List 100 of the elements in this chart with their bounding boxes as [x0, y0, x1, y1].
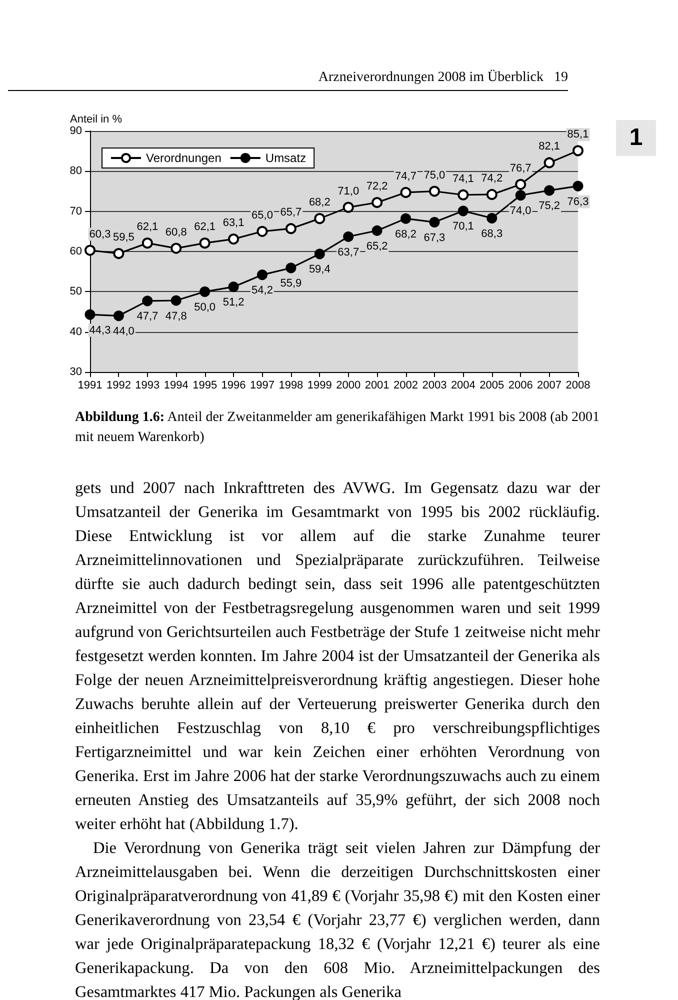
y-tick-label: 40 [70, 326, 82, 338]
x-tick-label: 2000 [336, 380, 361, 392]
point [142, 238, 153, 249]
point [285, 223, 296, 234]
point [170, 295, 182, 306]
text: Arzneiverordnungen 2008 im Überblick 19 [8, 70, 568, 91]
y-axis-title: Anteil in % [70, 114, 122, 126]
point [400, 213, 412, 224]
point [400, 186, 412, 198]
x-tick-label: 2007 [537, 380, 562, 392]
data-label: 65,0 [252, 209, 273, 222]
y-tick-label: 80 [70, 165, 82, 178]
x-tick-label: 1993 [135, 380, 160, 392]
data-label: 63,1 [222, 217, 244, 230]
data-label: 68,2 [395, 228, 416, 240]
data-label: 62,1 [136, 221, 158, 234]
data-label: 50,0 [194, 301, 216, 314]
x-tick-label: 2001 [364, 380, 390, 392]
x-tick-label: 1999 [307, 380, 332, 392]
point [486, 212, 498, 224]
point [142, 296, 153, 306]
point [343, 231, 354, 242]
data-label: 51,2 [222, 296, 244, 309]
data-label: 44,0 [112, 326, 134, 338]
point [286, 262, 296, 274]
data-label: 65,7 [280, 206, 302, 219]
data-label: 85,1 [567, 128, 589, 141]
point [113, 248, 124, 260]
data-label: 55,9 [280, 278, 302, 290]
point [314, 213, 326, 224]
data-label: 68,2 [308, 196, 330, 209]
point [486, 188, 498, 200]
point [228, 234, 240, 245]
data-label: 74,2 [481, 172, 503, 184]
point [113, 310, 124, 322]
point [458, 206, 468, 216]
legend-label: Umsatz [265, 151, 306, 165]
point [84, 244, 96, 256]
x-tick-label: 2004 [450, 380, 476, 392]
data-label: 67,3 [424, 232, 446, 244]
x-tick-label: 1992 [106, 380, 131, 392]
point [200, 286, 210, 297]
x-tick-label: 1994 [164, 380, 188, 392]
y-tick-label: 70 [70, 205, 82, 218]
data-label: 75,2 [538, 200, 560, 212]
data-label: 65,2 [366, 240, 388, 252]
point [342, 202, 354, 213]
point [314, 248, 325, 260]
data-label: 74,0 [510, 205, 532, 218]
data-label: 71,0 [338, 185, 360, 198]
data-label: 76,7 [510, 162, 532, 174]
y-tick-label: 90 [70, 125, 82, 137]
point [544, 157, 555, 168]
point [199, 238, 210, 249]
data-label: 62,1 [194, 221, 216, 234]
y-tick-label: 50 [70, 286, 82, 298]
x-tick-label: 1997 [250, 380, 274, 392]
x-tick-label: 1998 [278, 380, 304, 392]
data-label: 47,7 [136, 310, 158, 323]
y-tick-label: 60 [70, 246, 82, 258]
data-label: 60,3 [89, 228, 111, 240]
data-label: 70,1 [452, 220, 474, 233]
point [256, 270, 268, 280]
point [372, 225, 382, 236]
point [170, 242, 182, 254]
data-label: 75,0 [424, 169, 446, 182]
data-label: 47,8 [165, 310, 187, 322]
point [428, 186, 440, 197]
x-tick-label: 2005 [480, 380, 504, 392]
data-label: 74,7 [395, 170, 416, 182]
legend-label: Verordnungen [146, 151, 222, 165]
x-tick-label: 1996 [221, 380, 246, 392]
point [458, 189, 469, 200]
data-label: 44,3 [89, 324, 111, 336]
data-label: 72,2 [366, 180, 388, 192]
data-label: 68,3 [481, 228, 503, 240]
x-tick-label: 2008 [566, 380, 590, 392]
point [572, 145, 584, 156]
x-tick-label: 1991 [78, 380, 102, 392]
data-label: 59,4 [308, 264, 330, 276]
x-tick-label: 2002 [394, 380, 418, 392]
point [228, 282, 239, 292]
x-tick-label: 2006 [508, 380, 533, 392]
x-tick-label: 1995 [192, 380, 218, 392]
data-label: 63,7 [338, 246, 360, 258]
data-label: 74,1 [452, 172, 474, 185]
point [372, 197, 383, 208]
point [572, 180, 584, 192]
data-label: 76,3 [567, 196, 589, 208]
text: 1 [616, 120, 656, 156]
point [515, 178, 526, 190]
x-tick-label: 2003 [422, 380, 447, 392]
point [429, 216, 440, 228]
point [544, 185, 555, 196]
point [84, 309, 96, 320]
data-label: 54,2 [252, 284, 273, 297]
point [515, 190, 526, 201]
y-tick-label: 30 [70, 366, 82, 378]
point [256, 226, 268, 237]
text: gets und 2007 nach Inkrafttreten des AVWG. Im Gegensatz dazu war der Umsatzanteil der Generika im Gesamtmarkt von 1995 bis 2002 rückläufig. Diese Entwicklung ist vor allem auf die starke Zunahme teurer Arzneimittelinnovationen und Spezialpräparate zurückzuführen. Teilweise dürfte sie auch dadurch bedingt sein, dass seit 1996 alle patentgeschützten Arzneimittel von der Festbetragsregelung ausgenommen waren und seit 1999 aufgrund von Gerichtsurteilen auch Festbeträge der Stufe 1 zeitweise nicht mehr festgesetzt werden konnten. Im Jahre 2004 ist der Umsatzanteil der Generika als Folge der neuen Arzneimittelpreisverordnung kräftig angestiegen. Dieser hohe Zuwachs beruhte allein auf der Verteuerung preiswerter Generika durch den einheitlichen Festzuschlag von 8,10 € pro verschreibungspflichtiges Fertigarzneimittel und war kein Zeichen einer erhöhten Verordnung von Generika. Erst im Jahre 2006 hat der starke Verordnungszuwachs auch zu einem erneuten Anstieg des Umsatzanteils auf 35,9% geführt, der sich 2008 noch weiter erhöht hat (Abbildung 1.7). [75, 478, 600, 833]
